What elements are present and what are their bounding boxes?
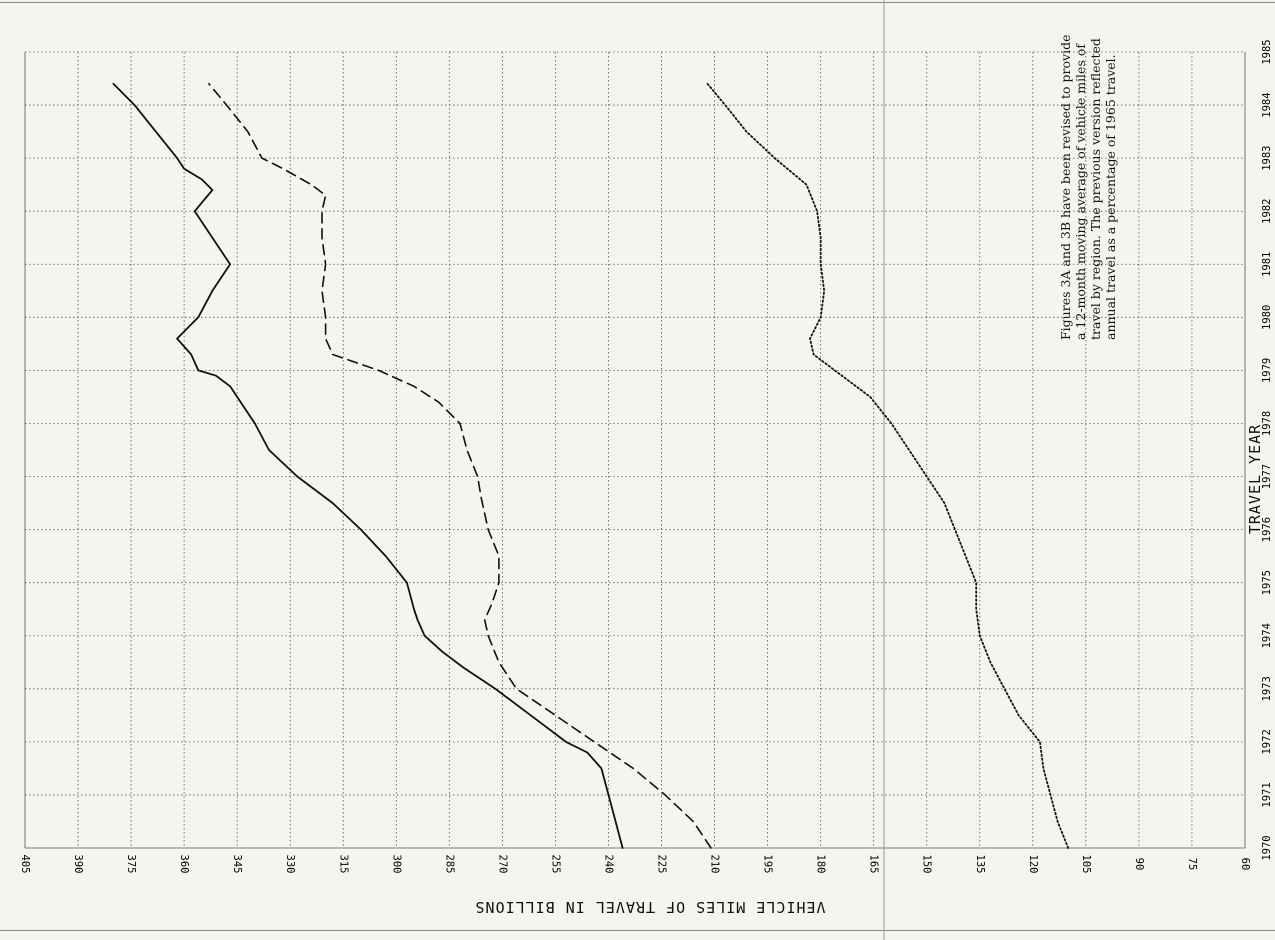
- value-tick-label: 165: [868, 855, 880, 874]
- value-tick-label: 150: [921, 855, 933, 874]
- value-tick-label: 255: [549, 855, 561, 874]
- value-tick-label: 195: [762, 855, 774, 874]
- value-tick-label: 90: [1133, 858, 1145, 871]
- top-rule: [0, 2, 1275, 3]
- y-axis-label: VEHICLE MILES OF TRAVEL IN BILLIONS: [474, 898, 826, 916]
- bottom-rule: [0, 930, 1275, 931]
- year-tick-label: 1979: [1261, 358, 1273, 383]
- series-layer: [112, 82, 1070, 849]
- value-tick-label: 405: [19, 855, 31, 874]
- year-tick-label: 1984: [1261, 92, 1273, 117]
- value-tick-label: 210: [709, 855, 721, 874]
- value-tick-label: 60: [1239, 858, 1251, 871]
- series-line-dashed: [208, 83, 712, 849]
- value-tick-label: 285: [443, 855, 455, 874]
- year-tick-label: 1971: [1261, 782, 1273, 807]
- year-tick-label: 1980: [1261, 305, 1273, 330]
- y-axis-ticks: 405 390 375 360 345 330 315 300 285 270 255 240 225 2…: [19, 855, 1251, 874]
- series-line-dotted: [706, 82, 1070, 849]
- value-tick-label: 300: [390, 855, 402, 874]
- value-tick-label: 345: [231, 855, 243, 874]
- year-tick-label: 1985: [1261, 39, 1273, 64]
- year-tick-label: 1972: [1261, 729, 1273, 754]
- value-tick-label: 270: [496, 855, 508, 874]
- x-axis-label-text: TRAVEL YEAR: [1246, 423, 1264, 535]
- value-tick-label: 180: [815, 855, 827, 874]
- year-tick-label: 1977: [1261, 464, 1273, 489]
- year-tick-label: 1976: [1261, 517, 1273, 542]
- value-tick-label: 390: [72, 855, 84, 874]
- series-line-solid: [112, 82, 624, 849]
- year-tick-label: 1973: [1261, 676, 1273, 701]
- value-tick-label: 105: [1080, 855, 1092, 874]
- value-tick-label: 360: [178, 855, 190, 874]
- year-tick-label: 1981: [1261, 252, 1273, 277]
- value-tick-label: 315: [337, 855, 349, 874]
- value-tick-label: 75: [1186, 858, 1198, 871]
- note-text: Figures 3A and 3B have been revised to p…: [1058, 34, 1118, 341]
- grid: [24, 0, 1246, 940]
- value-tick-label: 225: [656, 855, 668, 874]
- year-tick-label: 1974: [1261, 623, 1273, 648]
- value-tick-label: 375: [125, 855, 137, 874]
- year-tick-label: 1970: [1261, 835, 1273, 860]
- value-tick-label: 240: [602, 855, 614, 874]
- year-tick-label: 1978: [1261, 411, 1273, 436]
- value-tick-label: 120: [1027, 855, 1039, 874]
- year-tick-label: 1975: [1261, 570, 1273, 595]
- value-tick-label: 135: [974, 855, 986, 874]
- year-tick-label: 1982: [1261, 199, 1273, 224]
- year-tick-label: 1983: [1261, 145, 1273, 170]
- value-tick-label: 330: [284, 855, 296, 874]
- x-axis-ticks: 1970 1971 1972 1973 1974 1975 1976 1977 1978 1979…: [1261, 39, 1273, 860]
